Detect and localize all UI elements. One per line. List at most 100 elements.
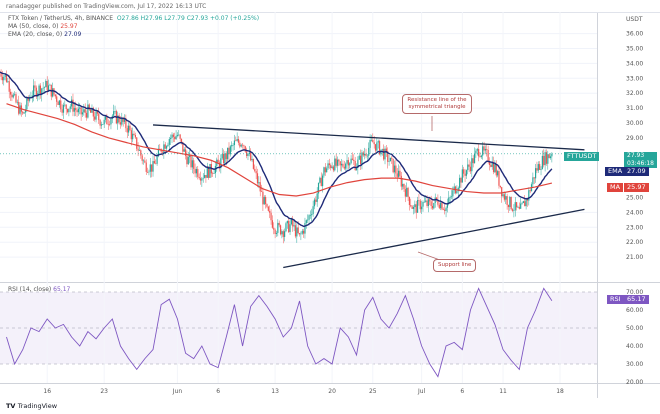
ohlc-close: C27.93 — [186, 15, 209, 22]
candle-body — [397, 170, 400, 177]
candle-body — [141, 155, 143, 161]
price-tick-label: 30.00 — [626, 120, 643, 127]
candle-body — [130, 130, 132, 140]
candle-body — [427, 199, 430, 207]
candle-body — [300, 233, 302, 235]
tradingview-logo[interactable]: TV TradingView — [6, 402, 58, 410]
candle-body — [284, 231, 286, 237]
candle-body — [85, 112, 88, 118]
time-tick-label: 6 — [216, 388, 220, 395]
candle-body — [317, 182, 320, 194]
candle-body — [103, 119, 105, 125]
candle-body — [307, 219, 309, 221]
candle-body — [176, 134, 179, 136]
candle-body — [16, 101, 18, 103]
candle-body — [41, 88, 43, 95]
candle-body — [49, 84, 51, 86]
rsi-line — [6, 287, 553, 378]
candle-body — [480, 155, 482, 158]
candle-body — [225, 153, 227, 160]
candle-body — [476, 149, 478, 151]
ma-price-tag: 25.97 — [624, 183, 649, 192]
rsi-band-fill — [0, 292, 597, 364]
candle-body — [45, 80, 47, 88]
ohlc-open: O27.86 — [116, 15, 139, 22]
candle-body — [174, 136, 176, 140]
candle-body — [3, 77, 5, 81]
candle-body — [146, 171, 149, 173]
candle-body — [452, 190, 454, 197]
candle-body — [38, 85, 40, 94]
candle-body — [410, 205, 412, 207]
time-tick-label: 20 — [328, 388, 336, 395]
candle-body — [503, 194, 505, 200]
resistance-annotation: Resistance line of the symmetrical trian… — [402, 94, 472, 114]
candle-body — [163, 144, 165, 153]
candle-body — [256, 173, 259, 184]
ema-legend[interactable]: EMA (20, close, 0) 27.09 — [8, 31, 81, 38]
candle-body — [339, 161, 341, 166]
candle-body — [334, 158, 336, 171]
candle-body — [228, 147, 230, 155]
candle-body — [121, 117, 123, 125]
candle-body — [361, 152, 363, 165]
candle-body — [9, 91, 12, 95]
candle-body — [422, 201, 424, 207]
candle-body — [237, 139, 240, 143]
candle-body — [313, 199, 316, 207]
candle-body — [290, 218, 292, 225]
candle-body — [149, 164, 151, 172]
rsi-legend[interactable]: RSI (14, close) 65.17 — [8, 286, 70, 293]
candle-body — [157, 148, 160, 157]
candle-body — [8, 81, 10, 92]
candle-body — [11, 94, 13, 98]
candle-body — [271, 220, 274, 228]
candle-body — [460, 177, 462, 183]
candle-body — [331, 166, 333, 169]
candle-body — [289, 224, 291, 233]
candle-body — [514, 202, 516, 211]
candle-body — [407, 187, 409, 197]
candle-body — [393, 165, 396, 173]
candle-body — [532, 177, 534, 185]
ma-legend[interactable]: MA (50, close, 0) 25.97 — [8, 23, 78, 30]
candle-body — [416, 199, 419, 213]
candle-body — [431, 205, 434, 209]
candle-body — [122, 117, 124, 122]
candle-body — [118, 115, 120, 123]
candle-body — [478, 149, 480, 157]
candle-body — [473, 153, 476, 164]
candle-body — [208, 167, 210, 178]
candle-body — [167, 144, 169, 147]
candle-body — [260, 191, 263, 193]
candle-body — [488, 161, 491, 165]
candle-body — [87, 104, 89, 118]
ohlc-change: +0.07 (+0.25%) — [210, 15, 260, 22]
candle-body — [521, 202, 523, 204]
rsi-price-tag: 65.17 — [624, 295, 649, 304]
rsi-tick-label: 60.00 — [626, 307, 643, 314]
time-tick-label: Jul — [417, 388, 426, 395]
candle-body — [296, 227, 298, 237]
candle-body — [445, 207, 447, 211]
price-tick-label: 25.00 — [626, 195, 643, 202]
price-tick-label: 34.00 — [626, 60, 643, 67]
candle-body — [440, 202, 442, 209]
candle-body — [189, 155, 191, 158]
candle-body — [298, 233, 301, 235]
candle-body — [475, 150, 477, 154]
candle-body — [263, 196, 265, 205]
symbol-legend: FTX Token / TetherUS, 4h, BINANCE O27.86… — [8, 15, 259, 22]
candle-body — [342, 163, 344, 167]
candle-body — [65, 104, 67, 109]
candle-body — [301, 230, 303, 234]
candle-body — [199, 178, 202, 181]
candle-body — [193, 160, 195, 169]
candle-body — [340, 163, 343, 166]
candle-body — [12, 94, 14, 98]
candle-body — [227, 147, 229, 160]
candle-body — [34, 85, 36, 88]
candle-body — [418, 199, 420, 201]
candle-body — [425, 200, 427, 202]
